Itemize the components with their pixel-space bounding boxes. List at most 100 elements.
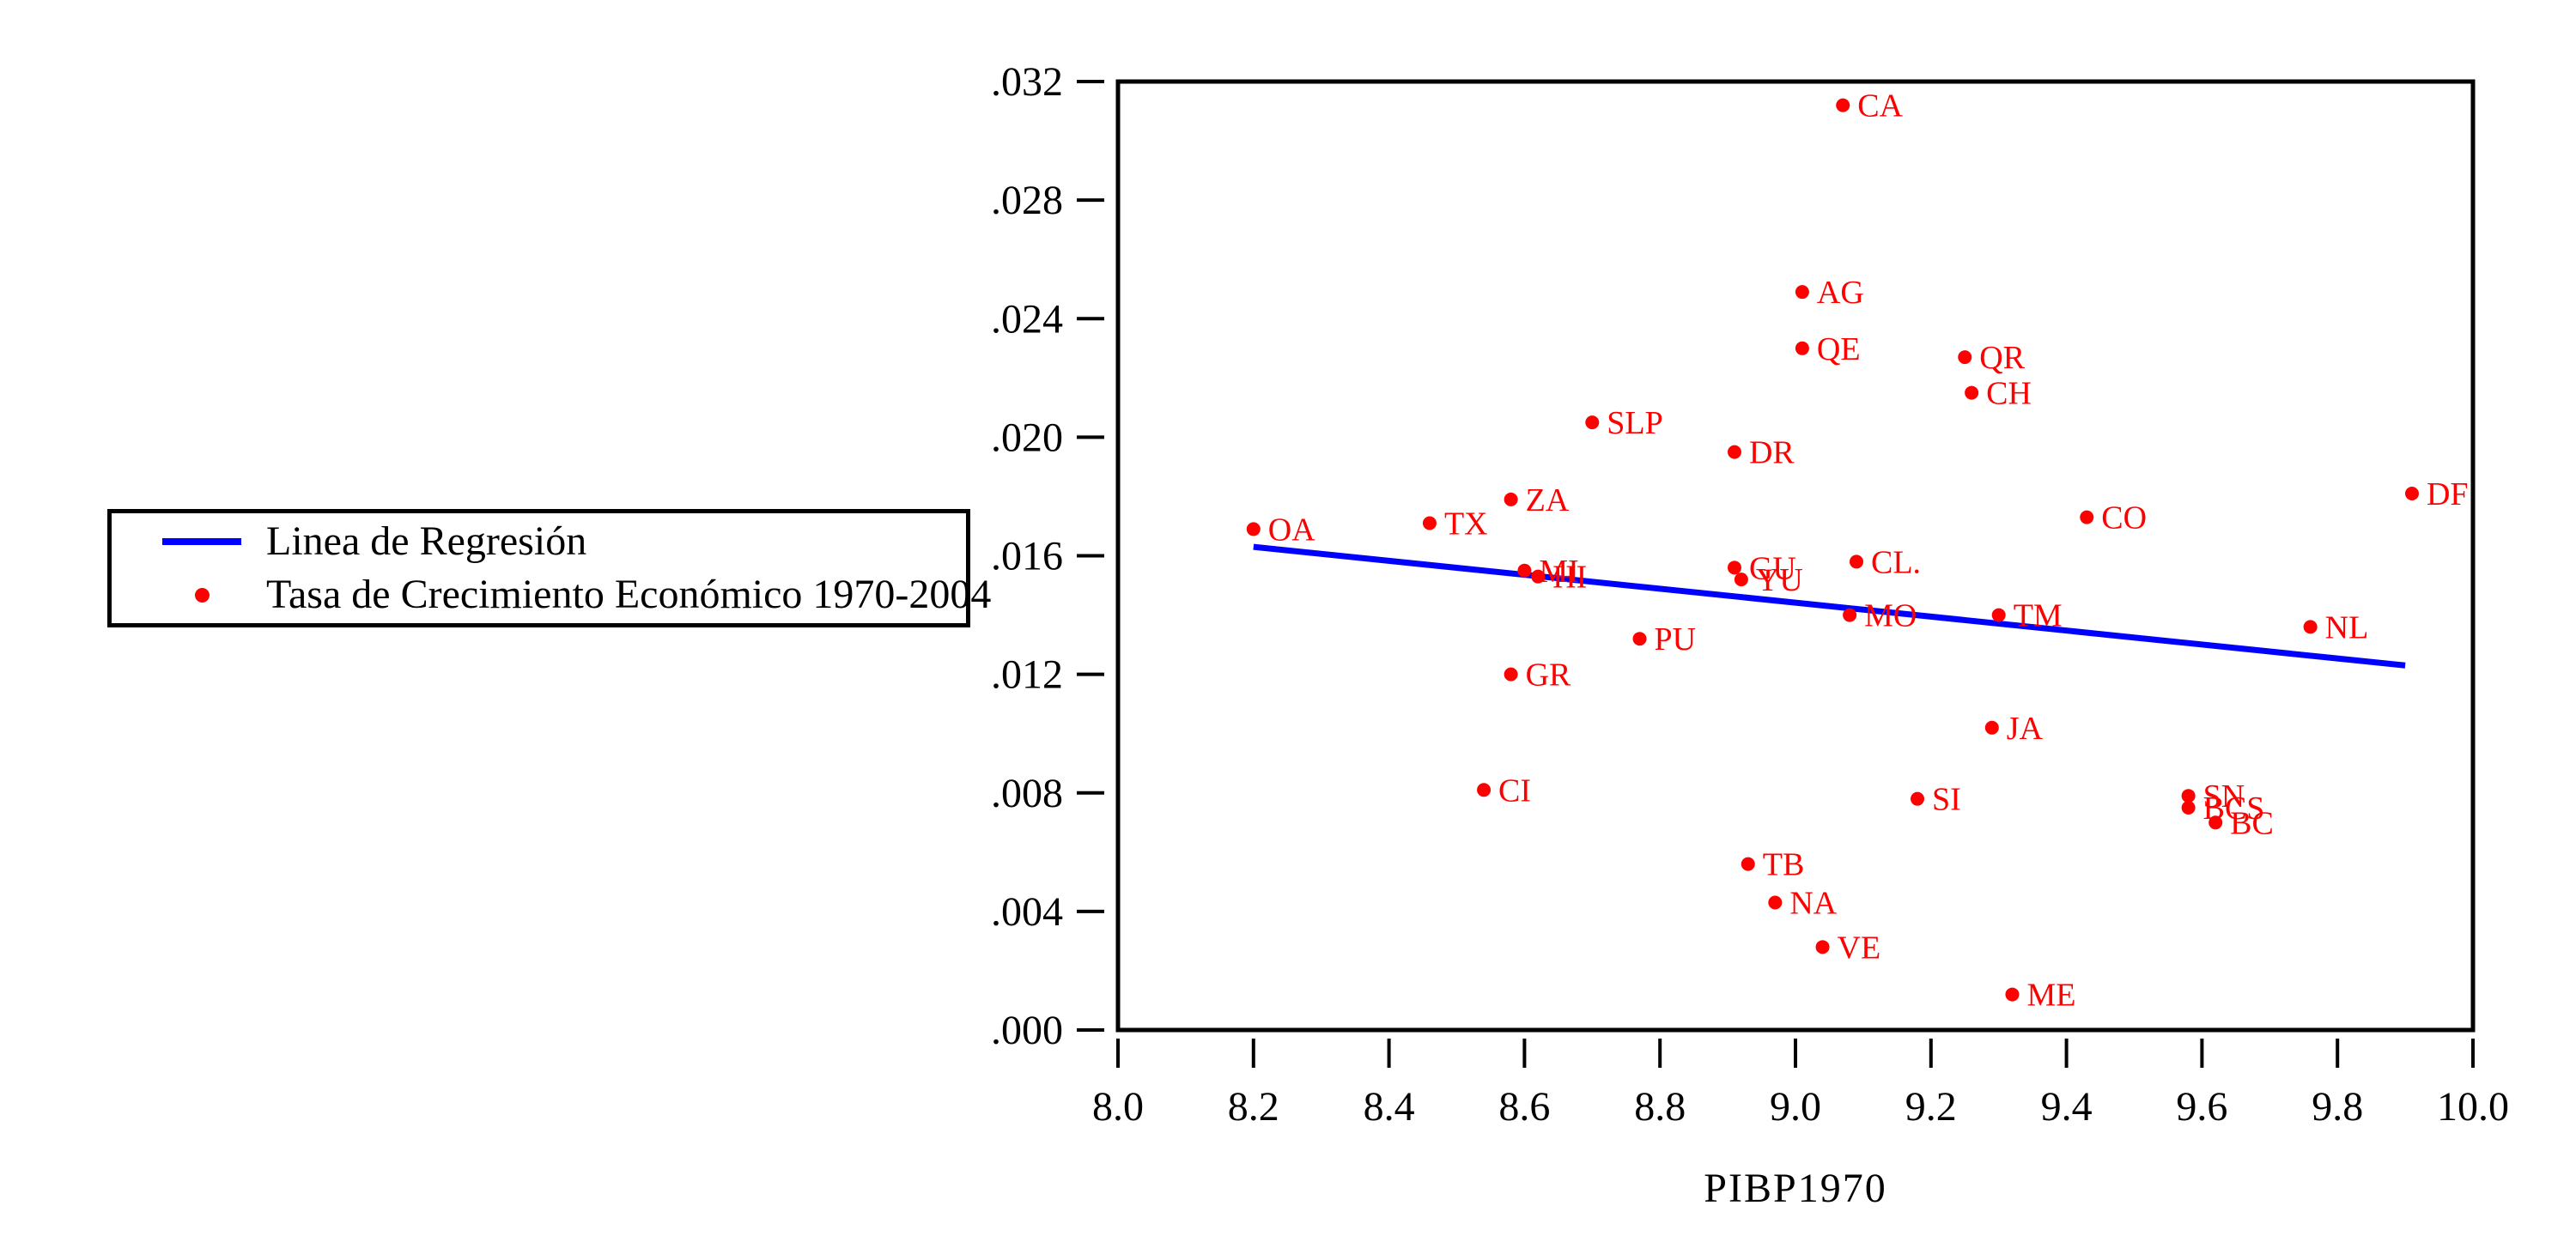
y-tick-label: .000 <box>991 1008 1063 1053</box>
data-point-label-ME: ME <box>2026 978 2075 1014</box>
regression-line-group <box>1253 543 2406 669</box>
data-point-DF <box>2404 486 2419 500</box>
x-tick-label: 9.6 <box>2176 1084 2227 1130</box>
data-point-CI <box>1477 783 1492 797</box>
legend-swatch-slot <box>137 538 266 545</box>
data-point-MO <box>1843 608 1857 622</box>
y-tick-label: .032 <box>991 59 1063 105</box>
data-point-JA <box>1984 720 1999 735</box>
y-axis-ticks: .000 .004 .008 .012 .016 .020 .024 .028 .032 <box>991 59 1104 1053</box>
y-tick-label: .012 <box>991 652 1063 698</box>
x-tick-label: 9.0 <box>1770 1084 1821 1130</box>
data-point-label-MI: MI <box>1539 554 1578 590</box>
data-point-label-GU: GU <box>1749 550 1796 586</box>
data-point-AG <box>1795 285 1809 300</box>
data-point-label-YU: YU <box>1756 562 1803 598</box>
data-point-label-TM: TM <box>2014 598 2063 634</box>
data-point-label-HI: HI <box>1552 560 1587 596</box>
data-point-label-NA: NA <box>1789 886 1837 922</box>
y-tick-label: .016 <box>991 534 1063 579</box>
data-point-CA <box>1836 98 1850 112</box>
data-point-label-JA: JA <box>2007 711 2044 747</box>
data-point-SN <box>2181 789 2196 803</box>
x-tick-label: 9.4 <box>2041 1084 2093 1130</box>
data-point-GR <box>1504 667 1518 682</box>
data-point-label-NL: NL <box>2325 609 2369 645</box>
y-tick-label: .004 <box>991 889 1063 935</box>
legend-label-regression: Linea de Regresión <box>266 518 587 564</box>
data-point-PU <box>1632 632 1647 646</box>
legend-label-series: Tasa de Crecimiento Económico 1970-2004 <box>266 572 992 617</box>
data-point-label-CL: CL. <box>1871 544 1921 580</box>
y-tick-label: .028 <box>991 178 1063 223</box>
plot-area-border <box>1115 79 2476 1033</box>
data-point-SI <box>1911 791 1925 806</box>
data-point-label-GR: GR <box>1526 657 1571 694</box>
x-axis-title: PIBP1970 <box>1704 1166 1886 1211</box>
data-point-VE <box>1815 940 1830 954</box>
legend-swatch-slot <box>137 587 266 603</box>
data-point-label-QE: QE <box>1817 331 1861 367</box>
legend: Linea de Regresión Tasa de Crecimiento E… <box>107 509 991 627</box>
data-point-label-TB: TB <box>1763 847 1805 883</box>
data-point-DR <box>1727 445 1741 459</box>
data-point-BCS <box>2181 801 2196 815</box>
x-tick-label: 9.8 <box>2312 1084 2363 1130</box>
data-point-label-QR: QR <box>1979 340 2025 376</box>
data-point-ZA <box>1504 492 1518 506</box>
data-point-CO <box>2080 510 2094 524</box>
data-point-CL <box>1850 554 1864 569</box>
data-point-label-CH: CH <box>1986 376 2032 412</box>
data-point-label-TX: TX <box>1444 506 1488 542</box>
data-point-SLP <box>1585 415 1600 430</box>
x-tick-label: 9.2 <box>1905 1084 1957 1130</box>
data-point-label-DR: DR <box>1749 435 1795 471</box>
data-point-label-BC: BC <box>2230 805 2274 841</box>
data-point-YU <box>1734 573 1748 587</box>
y-tick-label: .008 <box>991 771 1063 816</box>
data-point-label-PU: PU <box>1655 621 1697 657</box>
data-point-TM <box>1991 608 2006 622</box>
x-tick-label: 8.0 <box>1092 1084 1144 1130</box>
data-point-TX <box>1422 516 1437 530</box>
data-point-NL <box>2303 620 2318 634</box>
data-point-NA <box>1768 895 1783 910</box>
data-point-label-DF: DF <box>2427 476 2469 512</box>
data-point-OA <box>1246 522 1261 536</box>
data-point-GU <box>1727 560 1741 575</box>
y-tick-label: .020 <box>991 415 1063 460</box>
x-tick-label: 8.4 <box>1364 1084 1415 1130</box>
data-point-HI <box>1531 569 1546 584</box>
data-point-ME <box>2005 987 2020 1002</box>
x-tick-label: 10.0 <box>2437 1084 2509 1130</box>
x-tick-label: 8.2 <box>1228 1084 1279 1130</box>
data-point-label-MO: MO <box>1864 598 1917 634</box>
data-point-BC <box>2208 815 2223 830</box>
x-tick-label: 8.6 <box>1498 1084 1550 1130</box>
data-point-label-ZA: ZA <box>1526 482 1570 518</box>
regression-line <box>1253 543 2406 669</box>
data-point-label-SLP: SLP <box>1607 405 1662 441</box>
data-point-MI <box>1517 563 1532 578</box>
y-tick-label: .024 <box>991 296 1063 342</box>
legend-row-series: Tasa de Crecimiento Económico 1970-2004 <box>137 573 991 617</box>
data-point-label-AG: AG <box>1817 275 1864 311</box>
x-axis-ticks: 8.0 8.2 8.4 8.6 8.8 9.0 9.2 9.4 9.6 9.8 10.0 <box>1092 1039 2509 1130</box>
data-point-CH <box>1965 385 1979 400</box>
x-tick-label: 8.8 <box>1634 1084 1686 1130</box>
legend-row-regression: Linea de Regresión <box>137 519 966 564</box>
scatter-dot-icon <box>194 587 210 603</box>
data-point-label-SN: SN <box>2203 779 2245 815</box>
data-point-label-SI: SI <box>1932 782 1961 818</box>
data-point-label-CA: CA <box>1857 88 1903 124</box>
data-point-QR <box>1958 350 1972 365</box>
data-point-label-OA: OA <box>1268 512 1315 548</box>
data-point-label-CI: CI <box>1498 772 1531 809</box>
data-point-label-VE: VE <box>1838 930 1881 966</box>
data-point-label-CO: CO <box>2101 500 2147 536</box>
regression-line-icon <box>162 538 241 545</box>
data-point-TB <box>1741 857 1755 871</box>
